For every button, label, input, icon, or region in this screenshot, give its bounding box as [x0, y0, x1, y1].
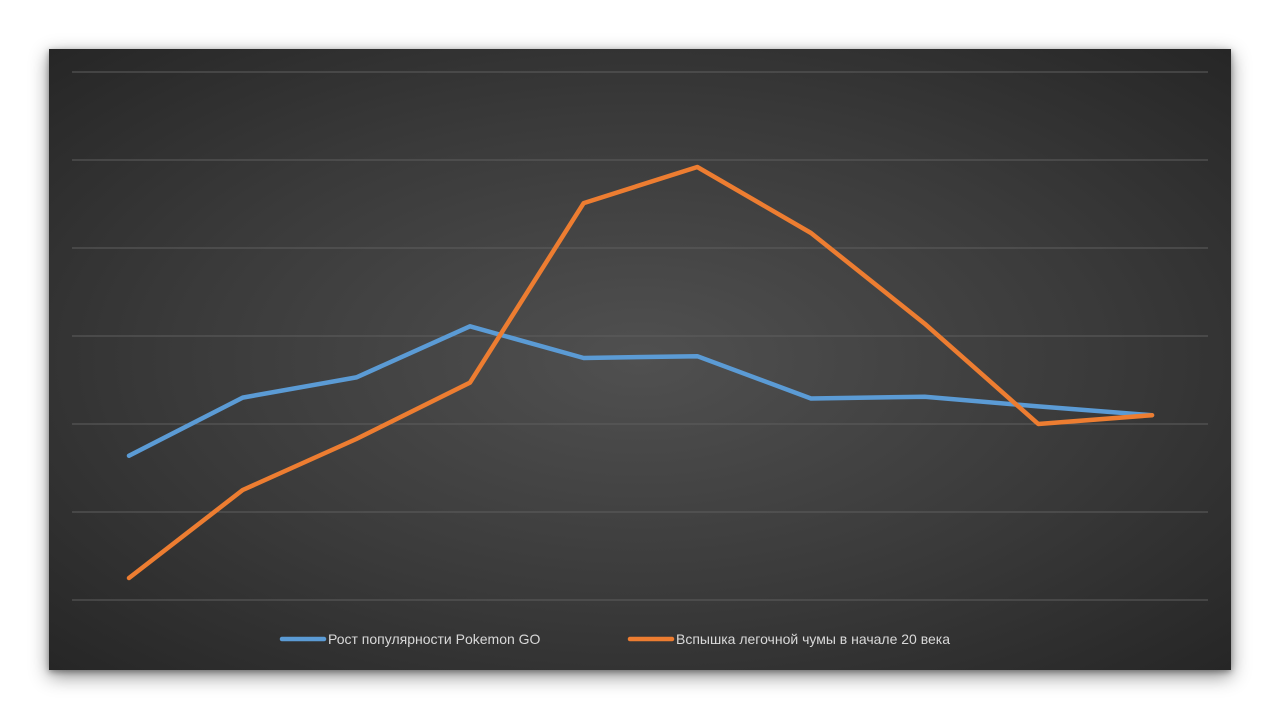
- line-chart: Рост популярности Pokemon GO Вспышка лего…: [72, 71, 1208, 647]
- legend-label-1: Рост популярности Pokemon GO: [328, 631, 541, 647]
- series-line-2: [126, 164, 1155, 581]
- series-line-1: [126, 324, 1155, 458]
- chart-card: Рост популярности Pokemon GO Вспышка лего…: [49, 49, 1231, 670]
- legend-label-2: Вспышка легочной чумы в начале 20 века: [676, 631, 950, 647]
